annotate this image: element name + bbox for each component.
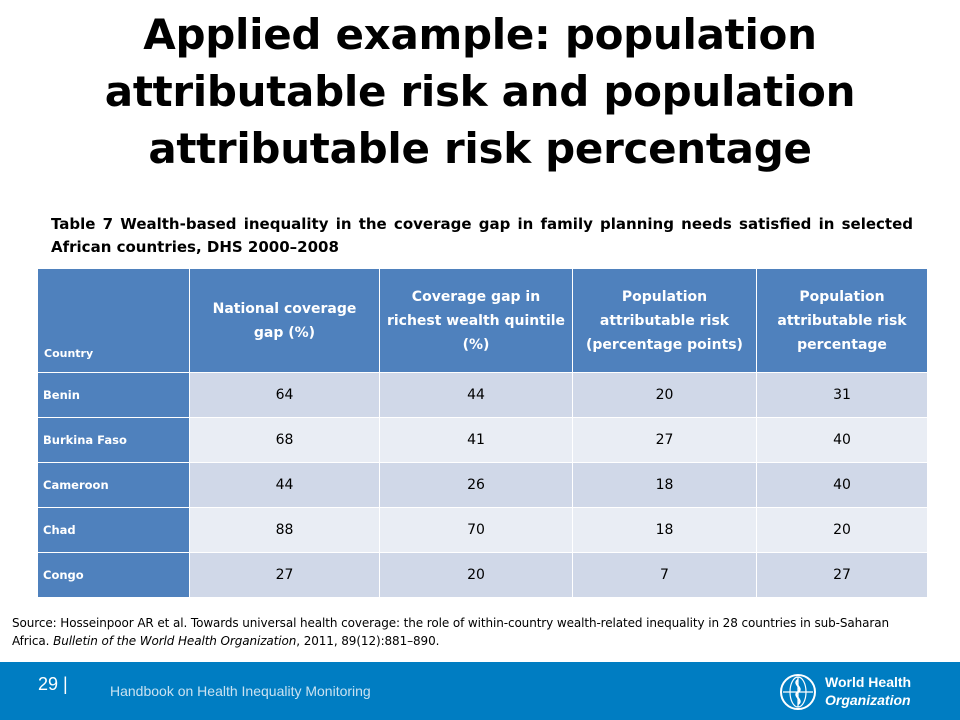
value-cell: 70 — [379, 507, 573, 553]
table-row: Benin 64 44 20 31 — [37, 372, 928, 418]
source-note: Source: Hosseinpoor AR et al. Towards un… — [12, 614, 912, 650]
value-cell: 40 — [756, 462, 928, 508]
value-cell: 20 — [572, 372, 757, 418]
value-cell: 64 — [189, 372, 380, 418]
book-title: Handbook on Health Inequality Monitoring — [110, 683, 371, 699]
table-row: Congo 27 20 7 27 — [37, 552, 928, 598]
page-number: 29 | — [38, 674, 68, 695]
value-cell: 40 — [756, 417, 928, 463]
who-name-line2: Organization — [825, 692, 911, 708]
value-cell: 26 — [379, 462, 573, 508]
who-emblem-icon — [780, 674, 816, 710]
who-logo: World Health Organization — [778, 672, 948, 712]
value-cell: 20 — [379, 552, 573, 598]
country-cell: Cameroon — [37, 462, 190, 508]
table-row: Cameroon 44 26 18 40 — [37, 462, 928, 508]
value-cell: 44 — [379, 372, 573, 418]
value-cell: 44 — [189, 462, 380, 508]
table-row: Burkina Faso 68 41 27 40 — [37, 417, 928, 463]
header-par: Population attributable risk (percentage… — [572, 268, 757, 373]
table-header-row: Country National coverage gap (%) Covera… — [37, 268, 928, 373]
value-cell: 27 — [572, 417, 757, 463]
value-cell: 31 — [756, 372, 928, 418]
value-cell: 41 — [379, 417, 573, 463]
value-cell: 68 — [189, 417, 380, 463]
journal-name: Bulletin of the World Health Organizatio… — [53, 634, 297, 648]
value-cell: 18 — [572, 462, 757, 508]
country-cell: Benin — [37, 372, 190, 418]
country-cell: Chad — [37, 507, 190, 553]
table-row: Chad 88 70 18 20 — [37, 507, 928, 553]
value-cell: 27 — [756, 552, 928, 598]
header-richest-gap: Coverage gap in richest wealth quintile … — [379, 268, 573, 373]
footer-bar: 29 | Handbook on Health Inequality Monit… — [0, 662, 960, 720]
source-citation: , 2011, 89(12):881–890. — [296, 634, 440, 648]
table-caption: Table 7 Wealth-based inequality in the c… — [51, 215, 913, 256]
value-cell: 88 — [189, 507, 380, 553]
country-cell: Congo — [37, 552, 190, 598]
page-separator: | — [63, 674, 68, 694]
page-number-value: 29 — [38, 674, 59, 694]
country-cell: Burkina Faso — [37, 417, 190, 463]
value-cell: 20 — [756, 507, 928, 553]
slide-title: Applied example: population attributable… — [104, 10, 856, 173]
value-cell: 7 — [572, 552, 757, 598]
who-name-line1: World Health — [825, 674, 912, 690]
header-country: Country — [37, 268, 190, 373]
value-cell: 27 — [189, 552, 380, 598]
header-par-percentage: Population attributable risk percentage — [756, 268, 928, 373]
header-national-gap: National coverage gap (%) — [189, 268, 380, 373]
data-table: Country National coverage gap (%) Covera… — [37, 268, 928, 598]
source-text: Source: Hosseinpoor AR et al. Towards un… — [12, 616, 890, 648]
value-cell: 18 — [572, 507, 757, 553]
